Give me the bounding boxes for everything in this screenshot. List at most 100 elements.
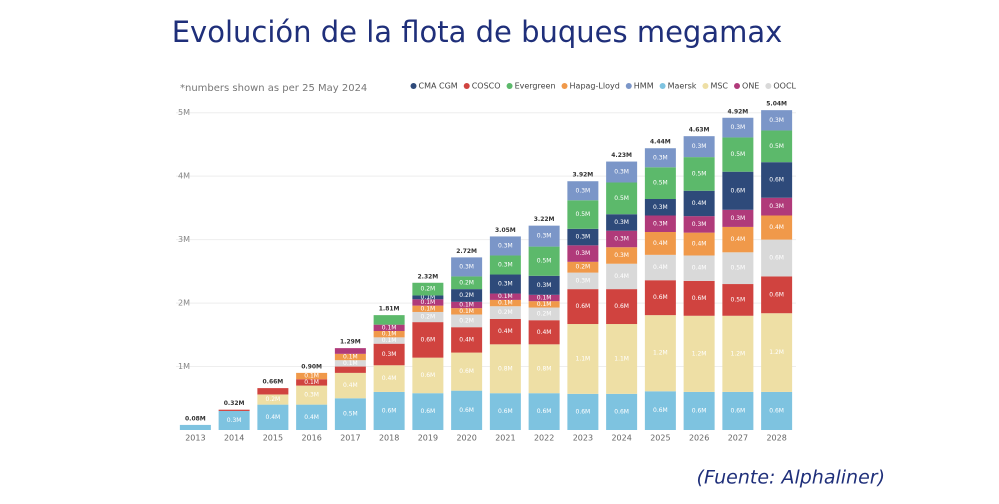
segment-label: 0.3M [614, 219, 629, 226]
bar-segment [761, 197, 793, 216]
segment-label: 0.4M [459, 336, 474, 343]
bar-segment [489, 393, 521, 430]
segment-label: 0.3M [459, 263, 474, 270]
bar-segment [489, 236, 521, 256]
segment-label: 0.6M [421, 372, 436, 379]
bar-segment [683, 255, 715, 281]
total-label: 1.29M [340, 339, 361, 346]
segment-label: 0.4M [614, 273, 629, 280]
segment-label: 0.3M [576, 250, 591, 257]
bar-segment [489, 293, 521, 300]
bar-segment [412, 305, 444, 312]
bar-segment [761, 391, 793, 430]
segment-label: 0.1M [343, 354, 358, 361]
bar-segment [722, 117, 754, 138]
segment-label: 0.6M [769, 407, 784, 414]
bar-segment [412, 393, 444, 430]
bar-segment [606, 182, 638, 215]
segment-label: 0.4M [769, 224, 784, 231]
bar-segment [683, 157, 715, 191]
bar-segment [722, 226, 754, 253]
bar-segment [412, 295, 444, 300]
segment-label: 0.1M [304, 373, 319, 380]
bar-segment [528, 246, 560, 276]
segment-label: 0.6M [614, 303, 629, 310]
total-label: 1.81M [379, 306, 400, 313]
x-tick-label: 2027 [728, 434, 748, 443]
segment-label: 0.2M [266, 396, 281, 403]
segment-label: 0.5M [537, 258, 552, 265]
segment-label: 0.3M [227, 417, 242, 424]
bar-segment [257, 394, 289, 405]
segment-label: 0.6M [576, 408, 591, 415]
segment-label: 0.5M [614, 195, 629, 202]
legend-label: OOCL [773, 82, 796, 91]
bar-segment [644, 232, 676, 255]
bar-segment [451, 301, 483, 309]
legend-label: CMA CGM [419, 82, 458, 91]
legend-label: Hapag-Lloyd [570, 82, 620, 91]
bar-segment [722, 315, 754, 392]
segment-label: 0.3M [304, 392, 319, 399]
segment-label: 0.3M [576, 277, 591, 284]
legend-label: MSC [710, 82, 728, 91]
bar-segment [644, 215, 676, 232]
segment-label: 0.3M [576, 187, 591, 194]
bar-segment [412, 299, 444, 306]
bar-segment [451, 327, 483, 353]
x-tick-label: 2018 [379, 434, 399, 443]
bar-segment [334, 398, 366, 430]
bar-segment [683, 136, 715, 158]
total-label: 4.44M [650, 139, 671, 146]
legend-label: Maersk [668, 82, 697, 91]
segment-label: 0.1M [343, 360, 358, 367]
segment-label: 0.1M [382, 337, 397, 344]
bar-segment [373, 365, 405, 392]
segment-label: 0.6M [421, 408, 436, 415]
bar-segment [722, 284, 754, 316]
bar-segment [567, 272, 599, 290]
y-tick-label: 1M [178, 362, 190, 371]
bar-segment [373, 343, 405, 366]
bar-segment [683, 232, 715, 256]
segment-label: 0.4M [343, 382, 358, 389]
segment-label: 0.3M [769, 203, 784, 210]
bar-segment [489, 299, 521, 307]
total-label: 0.32M [224, 400, 245, 407]
total-label: 4.92M [727, 108, 748, 115]
bar-segment [644, 254, 676, 281]
segment-label: 0.3M [692, 143, 707, 150]
segment-label: 0.3M [537, 282, 552, 289]
bar-segment [722, 209, 754, 227]
source: (Fuente: Alphaliner) [697, 467, 885, 489]
legend-swatch [765, 83, 772, 89]
bar-segment [567, 324, 599, 394]
segment-label: 0.8M [498, 365, 513, 372]
bar-segment [528, 275, 560, 295]
segment-label: 0.3M [498, 262, 513, 269]
segment-label: 0.1M [421, 299, 436, 306]
x-tick-label: 2016 [301, 434, 321, 443]
bar-segment [489, 274, 521, 294]
segment-label: 0.6M [731, 187, 746, 194]
legend-swatch [561, 83, 568, 89]
bar-segment [451, 314, 483, 328]
segment-label: 1.2M [653, 350, 668, 357]
segment-label: 0.5M [731, 296, 746, 303]
bar-segment [761, 215, 793, 240]
segment-label: 0.6M [382, 407, 397, 414]
segment-label: 0.3M [537, 233, 552, 240]
x-tick-label: 2026 [689, 434, 709, 443]
bar-segment [489, 318, 521, 345]
bar-segment [451, 390, 483, 430]
segment-label: 0.2M [537, 310, 552, 317]
segment-label: 0.3M [614, 169, 629, 176]
segment-label: 0.1M [421, 294, 436, 301]
x-tick-label: 2017 [340, 434, 360, 443]
bar-segment [218, 410, 250, 430]
segment-label: 0.6M [653, 407, 668, 414]
segment-label: 0.4M [537, 329, 552, 336]
segment-label: 0.5M [653, 180, 668, 187]
bar-segment [296, 404, 328, 430]
